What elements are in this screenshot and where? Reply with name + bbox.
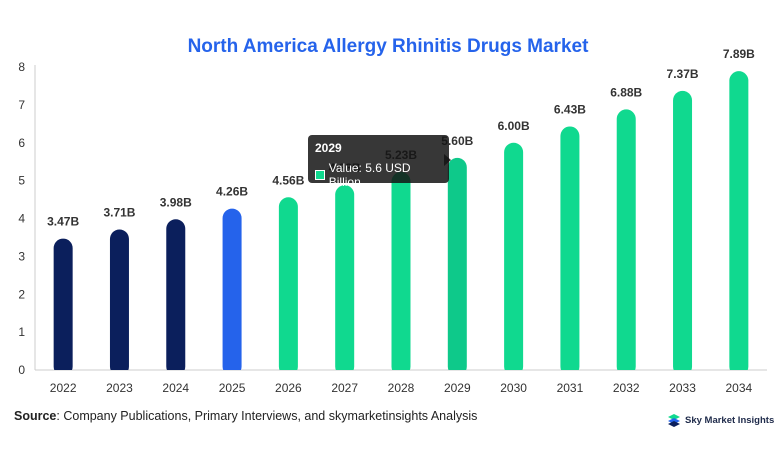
brand-name: Sky Market Insights: [685, 414, 775, 426]
y-tick-label: 3: [18, 249, 25, 263]
source-label: Source: [14, 409, 57, 423]
tooltip-title: 2029: [315, 141, 342, 155]
data-label: 3.71B: [103, 205, 135, 219]
data-label: 4.56B: [272, 173, 304, 187]
x-tick-label: 2031: [557, 381, 584, 395]
x-tick-label: 2023: [106, 381, 133, 395]
bar-2028[interactable]: [391, 171, 411, 376]
bar-2031[interactable]: [560, 126, 580, 376]
y-tick-label: 2: [18, 287, 25, 301]
tooltip: 2029 Value: 5.6 USD Billion: [308, 135, 451, 189]
data-label: 5.60B: [441, 134, 473, 148]
x-tick-label: 2026: [275, 381, 302, 395]
y-tick-label: 8: [18, 60, 25, 74]
data-label: 6.88B: [610, 85, 642, 99]
y-tick-label: 5: [18, 174, 25, 188]
y-tick-label: 0: [18, 363, 25, 377]
bar-2026[interactable]: [278, 197, 298, 376]
tooltip-swatch: [315, 170, 325, 180]
data-label: 6.00B: [498, 119, 530, 133]
source-note: Source: Company Publications, Primary In…: [14, 409, 477, 423]
y-tick-label: 7: [18, 98, 25, 112]
x-tick-label: 2033: [669, 381, 696, 395]
data-label: 7.89B: [723, 47, 755, 61]
data-label: 7.37B: [667, 67, 699, 81]
x-tick-label: 2030: [500, 381, 527, 395]
x-tick-label: 2022: [50, 381, 77, 395]
bars: [53, 71, 749, 376]
y-tick-label: 1: [18, 325, 25, 339]
data-label: 4.26B: [216, 185, 248, 199]
source-text: : Company Publications, Primary Intervie…: [56, 409, 478, 423]
tooltip-row: Value: 5.6 USD Billion: [315, 161, 442, 189]
x-axis: 2022 2023 2024 2025 2026 2027 2028 2029 2030 2031…: [35, 369, 767, 395]
bar-2025[interactable]: [222, 208, 242, 376]
data-label: 3.98B: [160, 195, 192, 209]
tooltip-arrow: [444, 154, 451, 166]
tooltip-value: Value: 5.6 USD Billion: [328, 161, 411, 189]
x-tick-label: 2029: [444, 381, 471, 395]
x-tick-label: 2032: [613, 381, 640, 395]
x-tick-label: 2028: [388, 381, 415, 395]
bar-2022[interactable]: [53, 238, 73, 376]
sky-market-insights-logo-icon: [668, 414, 680, 427]
bar-2034[interactable]: [729, 71, 749, 376]
brand-logo: Sky Market Insights: [667, 413, 774, 427]
x-tick-label: 2024: [162, 381, 189, 395]
bar-2033[interactable]: [673, 90, 693, 376]
y-tick-label: 4: [18, 212, 25, 226]
y-tick-label: 6: [18, 136, 25, 150]
y-axis: 0 1 2 3 4 5 6 7 8: [18, 60, 36, 377]
data-label: 3.47B: [47, 215, 79, 229]
x-tick-label: 2027: [331, 381, 358, 395]
x-tick-label: 2025: [219, 381, 246, 395]
bar-2032[interactable]: [616, 109, 636, 376]
chart-title: North America Allergy Rhinitis Drugs Mar…: [188, 36, 590, 57]
data-label: 6.43B: [554, 102, 586, 116]
bar-2024[interactable]: [166, 219, 186, 376]
x-tick-label: 2034: [725, 381, 752, 395]
bar-2023[interactable]: [109, 229, 129, 376]
bar-2027[interactable]: [335, 185, 355, 376]
bar-2029[interactable]: [447, 157, 467, 376]
bar-2030[interactable]: [504, 142, 524, 376]
